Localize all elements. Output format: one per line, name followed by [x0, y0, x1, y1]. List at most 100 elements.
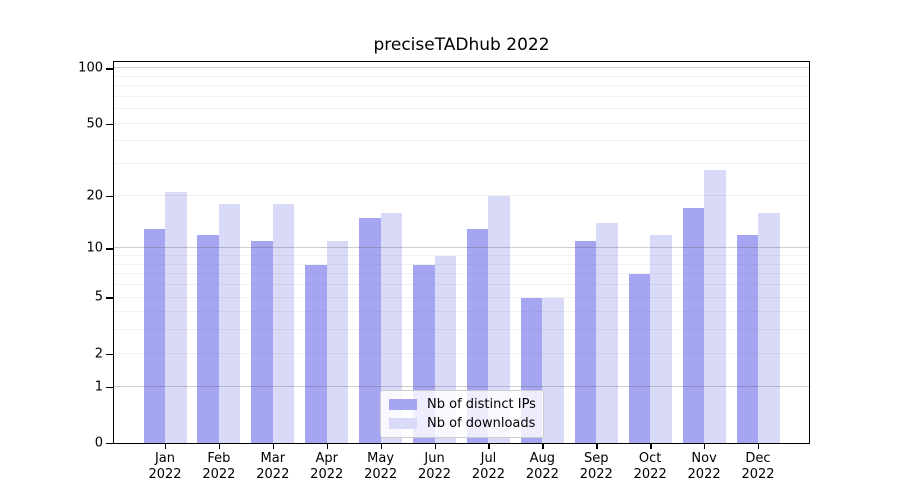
- x-tick: [704, 443, 706, 449]
- bar-distinct-ips: [682, 208, 705, 443]
- x-tick-label-year: 2022: [256, 467, 290, 482]
- gridline-minor: [114, 75, 809, 77]
- y-tick: [106, 386, 113, 389]
- bar-distinct-ips: [574, 241, 597, 443]
- x-tick-label-year: 2022: [148, 467, 182, 482]
- bar-downloads: [272, 203, 295, 443]
- legend-row-distinct-ips: Nb of distinct IPs: [389, 395, 536, 414]
- y-tick-label: 100: [78, 60, 103, 76]
- bar-distinct-ips: [305, 264, 327, 443]
- gridline-minor: [114, 296, 809, 298]
- gridline-minor: [114, 163, 809, 165]
- bar-distinct-ips: [628, 274, 651, 443]
- x-tick-label: Jan 2022: [135, 451, 195, 483]
- y-tick: [106, 353, 113, 356]
- y-tick-label: 0: [94, 435, 103, 451]
- gridline-minor: [114, 273, 809, 275]
- bar-downloads: [758, 212, 780, 443]
- gridline-major: [114, 67, 809, 69]
- x-tick-label: Sep 2022: [566, 451, 626, 483]
- gridline-minor: [114, 95, 809, 97]
- bar-distinct-ips: [197, 234, 219, 443]
- y-tick-label: 10: [86, 240, 103, 256]
- gridline-minor: [114, 311, 809, 313]
- x-tick-label-year: 2022: [202, 467, 236, 482]
- x-tick-label-month: Mar: [260, 451, 286, 466]
- x-tick: [272, 443, 275, 449]
- x-tick-label-month: Jul: [480, 451, 497, 466]
- y-tick: [106, 297, 113, 299]
- gridline-minor: [114, 352, 809, 354]
- gridline-minor: [114, 108, 809, 110]
- x-tick-label-month: Jan: [154, 451, 176, 466]
- x-tick: [596, 443, 598, 449]
- x-tick: [326, 443, 329, 449]
- bar-distinct-ips: [736, 234, 758, 443]
- gridline-major: [114, 247, 809, 249]
- x-tick-label: Aug 2022: [512, 451, 572, 483]
- y-tick-label: 50: [86, 116, 103, 132]
- bar-distinct-ips: [359, 217, 381, 443]
- y-tick-label: 1: [94, 379, 103, 395]
- x-tick-label-month: Oct: [638, 451, 662, 466]
- x-tick-label-month: Jun: [424, 451, 445, 466]
- legend-row-downloads: Nb of downloads: [389, 414, 535, 433]
- y-tick: [106, 68, 113, 70]
- gridline-minor: [114, 329, 809, 331]
- x-tick: [488, 443, 490, 449]
- bar-downloads: [488, 195, 510, 443]
- bar-distinct-ips: [466, 228, 489, 443]
- x-tick-label: Jun 2022: [405, 451, 465, 483]
- x-tick-label-year: 2022: [579, 467, 613, 482]
- x-tick-label: May 2022: [351, 451, 411, 483]
- x-tick-label: Feb 2022: [189, 451, 249, 483]
- bar-downloads: [650, 234, 672, 443]
- gridline-minor: [114, 255, 809, 256]
- x-tick-label: Nov 2022: [674, 451, 734, 483]
- x-tick-label-month: Aug: [529, 451, 556, 466]
- bar-distinct-ips: [143, 228, 165, 443]
- x-tick-label: Mar 2022: [243, 451, 303, 483]
- bar-downloads: [380, 212, 403, 443]
- bar-distinct-ips: [251, 241, 273, 443]
- bar-downloads: [596, 223, 618, 443]
- legend-swatch-distinct-ips-icon: [389, 399, 417, 410]
- x-tick: [542, 443, 544, 449]
- x-tick-label-month: May: [367, 451, 395, 466]
- chart-title: preciseTADhub 2022: [373, 35, 550, 55]
- x-tick: [218, 443, 221, 449]
- legend-swatch-downloads-icon: [389, 418, 417, 429]
- gridline-minor: [114, 283, 809, 285]
- y-tick: [106, 443, 113, 445]
- y-tick: [106, 123, 113, 126]
- legend-label-downloads: Nb of downloads: [427, 416, 536, 431]
- y-tick-label: 2: [94, 346, 103, 362]
- bar-downloads: [704, 169, 726, 443]
- x-tick: [434, 443, 436, 449]
- x-tick-label-year: 2022: [525, 467, 559, 482]
- y-tick: [106, 248, 113, 250]
- gridline-minor: [114, 122, 809, 124]
- y-tick-label: 20: [86, 188, 103, 204]
- x-tick-label-month: Apr: [315, 451, 338, 466]
- bar-downloads: [218, 203, 241, 443]
- bar-downloads: [165, 191, 187, 443]
- x-tick-label-month: Nov: [691, 451, 717, 466]
- x-tick-label-year: 2022: [364, 467, 398, 482]
- x-tick-label: Oct 2022: [620, 451, 680, 483]
- y-tick: [106, 195, 113, 198]
- gridline-major: [114, 385, 809, 387]
- plot-area: [113, 61, 810, 444]
- x-tick: [758, 443, 760, 449]
- x-tick-label-year: 2022: [471, 467, 505, 482]
- x-tick-label-year: 2022: [687, 467, 721, 482]
- gridline-minor: [114, 85, 809, 87]
- bar-downloads: [326, 241, 349, 443]
- gridline-minor: [114, 263, 809, 265]
- x-tick-label-month: Feb: [207, 451, 231, 466]
- legend-label-distinct-ips: Nb of distinct IPs: [427, 397, 536, 412]
- x-tick-label-month: Dec: [745, 451, 771, 466]
- x-tick-label-year: 2022: [741, 467, 775, 482]
- x-tick: [650, 443, 652, 449]
